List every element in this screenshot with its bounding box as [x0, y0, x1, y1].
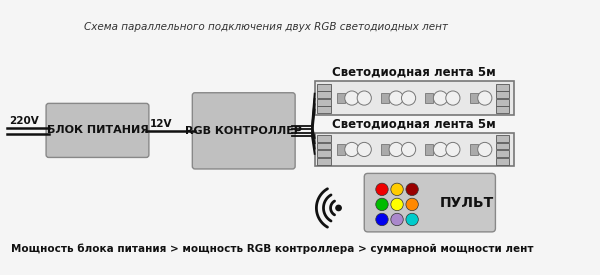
Bar [317, 106, 331, 113]
Bar [317, 158, 331, 164]
Circle shape [376, 213, 388, 226]
Circle shape [345, 142, 359, 156]
Circle shape [406, 198, 418, 211]
Circle shape [376, 198, 388, 211]
Bar [496, 143, 509, 150]
FancyBboxPatch shape [46, 103, 149, 158]
Circle shape [391, 183, 403, 196]
Bar [317, 135, 331, 142]
Circle shape [406, 213, 418, 226]
Text: Мощность блока питания > мощность RGB контроллера > суммарной мощности лент: Мощность блока питания > мощность RGB ко… [11, 243, 533, 254]
FancyBboxPatch shape [364, 174, 496, 232]
Circle shape [446, 142, 460, 156]
Circle shape [401, 91, 416, 105]
Bar [496, 99, 509, 106]
Text: Светодиодная лента 5м: Светодиодная лента 5м [332, 66, 496, 79]
Bar [381, 144, 389, 155]
Text: 12V: 12V [150, 119, 172, 129]
Bar [317, 99, 331, 106]
Bar [425, 93, 433, 103]
Bar [381, 93, 389, 103]
Text: Светодиодная лента 5м: Светодиодная лента 5м [332, 117, 496, 130]
Text: RGB КОНТРОЛЛЕР: RGB КОНТРОЛЛЕР [185, 126, 302, 136]
Bar [317, 150, 331, 157]
Bar [496, 91, 509, 98]
Circle shape [336, 205, 341, 211]
FancyBboxPatch shape [314, 133, 514, 166]
Bar [470, 93, 478, 103]
Circle shape [391, 198, 403, 211]
Circle shape [478, 91, 492, 105]
Bar [496, 150, 509, 157]
Circle shape [345, 91, 359, 105]
Circle shape [446, 91, 460, 105]
Circle shape [357, 142, 371, 156]
Circle shape [478, 142, 492, 156]
Circle shape [406, 183, 418, 196]
Text: ПУЛЬТ: ПУЛЬТ [440, 196, 494, 210]
Bar [470, 144, 478, 155]
Bar [337, 93, 345, 103]
Bar [496, 84, 509, 90]
Bar [317, 143, 331, 150]
Bar [425, 144, 433, 155]
Circle shape [433, 91, 448, 105]
Text: 220V: 220V [9, 116, 38, 126]
Bar [496, 106, 509, 113]
Circle shape [401, 142, 416, 156]
Bar [496, 135, 509, 142]
Text: БЛОК ПИТАНИЯ: БЛОК ПИТАНИЯ [47, 125, 148, 135]
Circle shape [391, 213, 403, 226]
Bar [496, 158, 509, 164]
FancyBboxPatch shape [193, 93, 295, 169]
Circle shape [357, 91, 371, 105]
Circle shape [389, 142, 403, 156]
Circle shape [433, 142, 448, 156]
Circle shape [376, 183, 388, 196]
FancyBboxPatch shape [314, 81, 514, 115]
Bar [317, 91, 331, 98]
Text: Схема параллельного подключения двух RGB светодиодных лент: Схема параллельного подключения двух RGB… [84, 22, 448, 32]
Bar [317, 84, 331, 90]
Circle shape [389, 91, 403, 105]
Bar [337, 144, 345, 155]
